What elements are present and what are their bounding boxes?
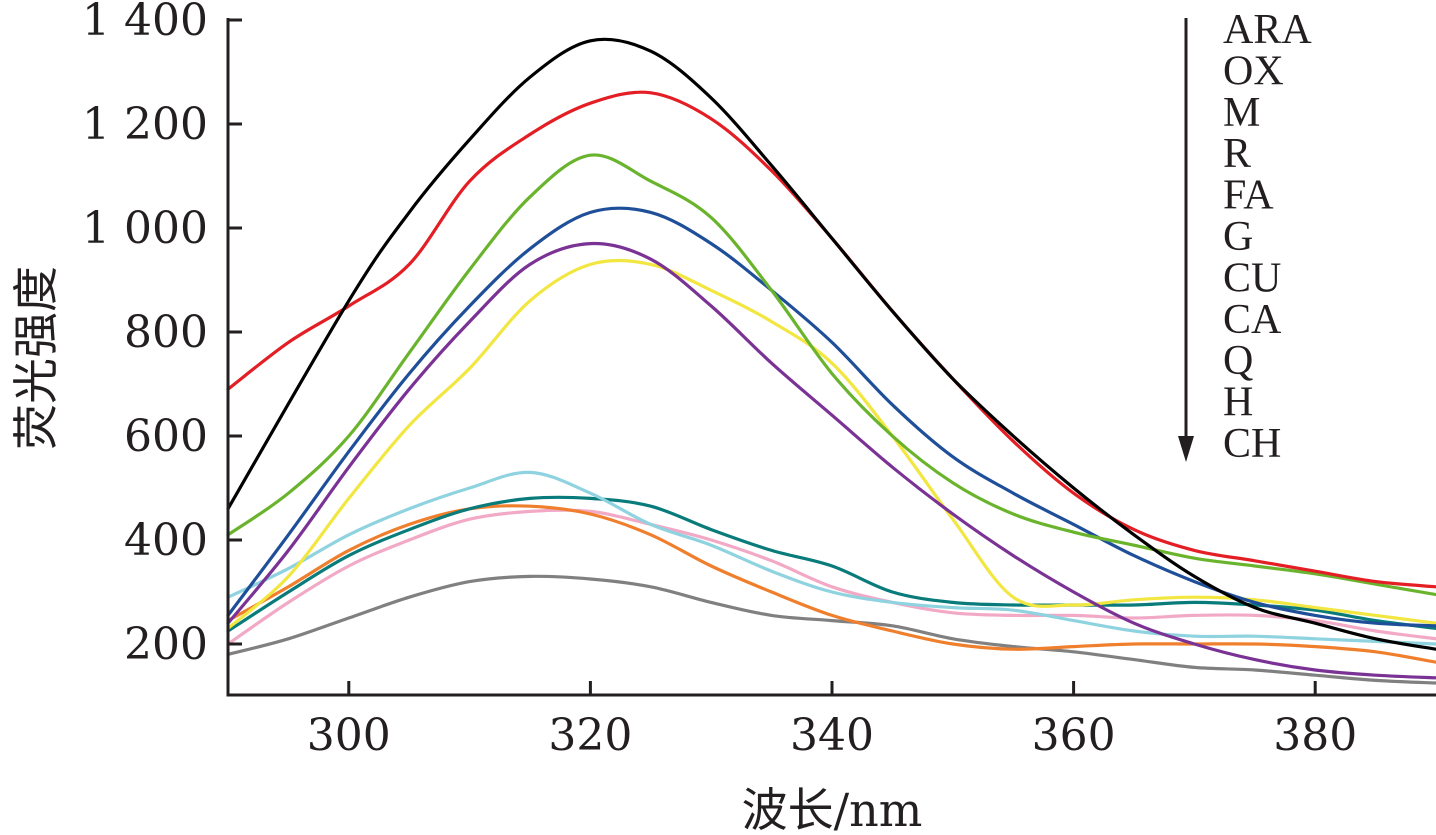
x-tick-label: 340 xyxy=(790,710,874,761)
series-line-cu xyxy=(226,470,1436,646)
y-tick-label: 1 200 xyxy=(82,99,208,150)
legend-arrow-head-icon xyxy=(1178,436,1194,462)
legend-label-q: Q xyxy=(1223,338,1253,384)
y-tick-label: 200 xyxy=(124,619,208,670)
legend-label-m: M xyxy=(1223,90,1260,136)
x-axis-title: 波长/nm xyxy=(742,783,923,835)
legend-label-g: G xyxy=(1223,214,1253,260)
series-line-r xyxy=(226,206,1436,628)
series-line-q xyxy=(226,504,1436,664)
y-axis-title: 荧光强度 xyxy=(9,266,63,450)
series-line-ch xyxy=(226,574,1436,685)
legend-label-r: R xyxy=(1223,131,1251,177)
legend-label-ox: OX xyxy=(1223,48,1284,94)
series-line-m xyxy=(226,153,1436,597)
legend-label-cu: CU xyxy=(1223,255,1281,301)
series-line-g xyxy=(226,258,1436,630)
x-tick-label: 380 xyxy=(1273,710,1357,761)
legend-label-ca: CA xyxy=(1223,297,1282,343)
x-tick-label: 320 xyxy=(548,710,632,761)
ticks-layer: 200 400 600 800 1 000 1 200 1 400 300 320 340 360 3… xyxy=(82,0,1357,761)
series-line-h xyxy=(226,508,1436,646)
x-tick-label: 360 xyxy=(1032,710,1116,761)
series-line-ca xyxy=(226,495,1436,633)
series-layer xyxy=(226,37,1436,685)
y-tick-label: 600 xyxy=(124,411,208,462)
y-tick-label: 400 xyxy=(124,515,208,566)
y-tick-label: 800 xyxy=(124,307,208,358)
legend-label-h: H xyxy=(1223,380,1253,426)
series-line-ara xyxy=(226,37,1436,651)
legend-label-ara: ARA xyxy=(1223,7,1312,53)
legend-label-ch: CH xyxy=(1223,421,1281,467)
legend-label-fa: FA xyxy=(1223,173,1274,219)
x-tick-label: 300 xyxy=(307,710,391,761)
y-tick-label: 1 400 xyxy=(82,0,208,46)
series-line-fa xyxy=(226,241,1436,680)
y-tick-label: 1 000 xyxy=(82,203,208,254)
